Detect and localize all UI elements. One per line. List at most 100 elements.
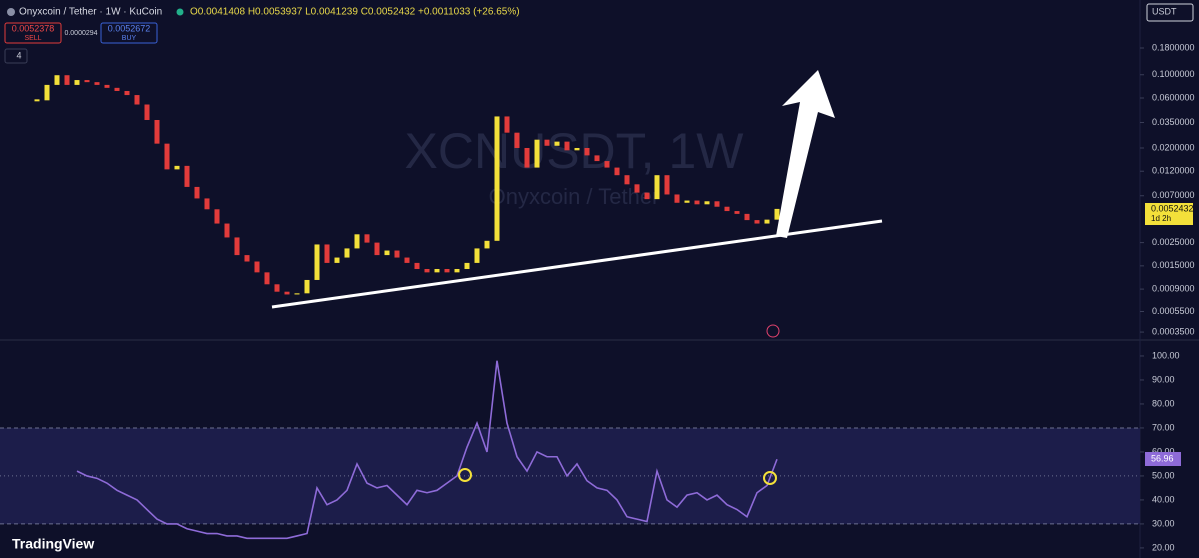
- coin-icon: [7, 8, 15, 16]
- status-dot: [176, 8, 184, 16]
- candle: [334, 257, 340, 263]
- candle: [624, 175, 630, 185]
- candle: [54, 75, 60, 85]
- candle: [774, 208, 780, 220]
- candle: [504, 116, 510, 133]
- candle: [124, 90, 130, 96]
- candle: [34, 99, 40, 102]
- y-tick-label: 20.00: [1152, 542, 1175, 552]
- candle: [604, 161, 610, 168]
- alert-icon[interactable]: [766, 324, 780, 338]
- y-tick-label: 0.0009000: [1152, 283, 1195, 293]
- candle: [474, 248, 480, 263]
- candle: [614, 167, 620, 176]
- y-tick-label: 30.00: [1152, 518, 1175, 528]
- candle: [584, 147, 590, 156]
- candle: [734, 211, 740, 214]
- rsi-last: 56.96: [1151, 453, 1174, 463]
- candle: [664, 175, 670, 195]
- candle: [364, 234, 370, 243]
- candle: [384, 250, 390, 256]
- arrow: [776, 70, 835, 238]
- candle: [534, 139, 540, 168]
- candle: [244, 255, 250, 262]
- spread: 0.0000294: [64, 30, 97, 37]
- candle: [644, 192, 650, 200]
- candle: [224, 223, 230, 238]
- candle: [564, 141, 570, 151]
- candle: [394, 250, 400, 258]
- candle: [284, 291, 290, 295]
- y-tick-label: 0.1800000: [1152, 42, 1195, 52]
- ohlc: O0.0041408 H0.0053937 L0.0041239 C0.0052…: [190, 7, 520, 18]
- watermark: XCNUSDT, 1W: [405, 123, 745, 179]
- candle: [274, 284, 280, 292]
- y-tick-label: 0.0120000: [1152, 166, 1195, 176]
- rsi-band: [0, 428, 1140, 524]
- sell-button[interactable]: [4, 22, 62, 44]
- candle: [134, 95, 140, 105]
- y-tick-label: 80.00: [1152, 398, 1175, 408]
- candle: [414, 262, 420, 269]
- candle: [204, 198, 210, 210]
- y-tick-label: 0.1000000: [1152, 69, 1195, 79]
- buy-price: 0.0052672: [108, 23, 151, 33]
- y-tick-label: 0.0600000: [1152, 92, 1195, 102]
- candle: [554, 141, 560, 146]
- rsi-last-tag: [1145, 452, 1181, 466]
- watermark-sub: Onyxcoin / Tether: [489, 184, 660, 209]
- y-tick-label: 0.0005500: [1152, 306, 1195, 316]
- currency: USDT: [1152, 6, 1177, 16]
- candle: [194, 186, 200, 199]
- candle: [214, 209, 220, 224]
- candle: [404, 257, 410, 263]
- y-tick-label: 70.00: [1152, 422, 1175, 432]
- last-price-tag: [1145, 203, 1193, 225]
- candle: [754, 220, 760, 224]
- indicator-toggle[interactable]: [4, 48, 28, 64]
- candle: [254, 261, 260, 273]
- candle: [264, 272, 270, 285]
- y-tick-label: 0.0003500: [1152, 326, 1195, 336]
- rsi-line: [76, 360, 778, 540]
- last-price: 0.0052432: [1151, 203, 1194, 213]
- candle: [184, 165, 190, 187]
- candle: [684, 200, 690, 203]
- y-tick-label: 90.00: [1152, 374, 1175, 384]
- symbol[interactable]: Onyxcoin / Tether · 1W · KuCoin: [19, 7, 162, 18]
- candle: [714, 201, 720, 207]
- candle: [344, 248, 350, 258]
- candle: [694, 200, 700, 205]
- candle: [234, 237, 240, 256]
- candle: [454, 268, 460, 273]
- candle: [764, 219, 770, 224]
- candle: [174, 165, 180, 170]
- candle: [744, 213, 750, 221]
- candle: [74, 80, 80, 85]
- currency-button[interactable]: [1146, 3, 1194, 22]
- candle: [724, 206, 730, 212]
- candle: [304, 279, 310, 294]
- candle: [634, 184, 640, 193]
- candle: [324, 244, 330, 263]
- candle: [674, 194, 680, 203]
- candle: [524, 147, 530, 168]
- candle: [314, 244, 320, 280]
- y-tick-label: 0.0025000: [1152, 237, 1195, 247]
- candle: [544, 139, 550, 146]
- countdown: 1d 2h: [1151, 214, 1171, 223]
- candle: [64, 75, 70, 85]
- candle: [514, 132, 520, 148]
- y-tick-label: 40.00: [1152, 494, 1175, 504]
- candle: [144, 104, 150, 120]
- candle: [374, 242, 380, 256]
- candle: [464, 262, 470, 269]
- candle: [84, 80, 90, 83]
- y-tick-label: 0.0015000: [1152, 260, 1195, 270]
- candle: [44, 84, 50, 101]
- candle: [164, 143, 170, 170]
- brand: TradingView: [12, 536, 94, 552]
- y-tick-label: 100.00: [1152, 350, 1180, 360]
- buy-button[interactable]: [100, 22, 158, 44]
